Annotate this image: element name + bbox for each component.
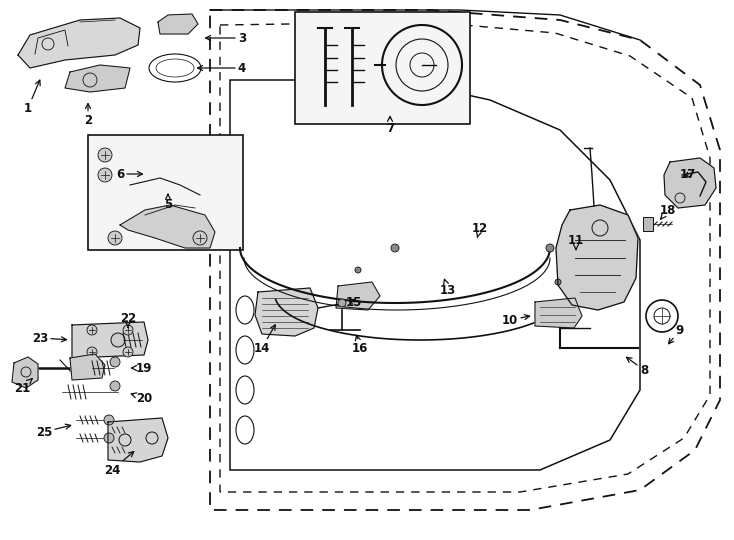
Circle shape xyxy=(546,244,554,252)
Text: 11: 11 xyxy=(568,233,584,249)
Text: 19: 19 xyxy=(131,361,152,375)
Circle shape xyxy=(87,325,97,335)
Bar xyxy=(88,135,243,250)
Polygon shape xyxy=(72,322,148,358)
Polygon shape xyxy=(664,158,716,208)
Text: 7: 7 xyxy=(386,117,394,134)
Text: 22: 22 xyxy=(120,312,136,327)
Text: 2: 2 xyxy=(84,104,92,126)
Polygon shape xyxy=(535,298,582,328)
Circle shape xyxy=(111,333,125,347)
Polygon shape xyxy=(120,205,215,248)
Circle shape xyxy=(338,299,346,307)
Circle shape xyxy=(110,381,120,391)
Circle shape xyxy=(110,357,120,367)
Text: 17: 17 xyxy=(680,168,696,181)
Text: 16: 16 xyxy=(352,335,368,354)
Text: 8: 8 xyxy=(627,357,648,376)
Text: 20: 20 xyxy=(131,392,152,404)
Circle shape xyxy=(555,279,561,285)
Text: 9: 9 xyxy=(669,323,684,344)
Circle shape xyxy=(98,148,112,162)
Polygon shape xyxy=(70,354,105,380)
Polygon shape xyxy=(12,357,38,388)
Polygon shape xyxy=(158,14,198,34)
Text: 13: 13 xyxy=(440,279,456,296)
Text: 15: 15 xyxy=(346,295,362,308)
Polygon shape xyxy=(18,18,140,68)
Text: 4: 4 xyxy=(197,62,246,75)
Circle shape xyxy=(355,267,361,273)
Text: 25: 25 xyxy=(36,424,70,438)
Text: 21: 21 xyxy=(14,379,32,395)
Circle shape xyxy=(98,168,112,182)
Polygon shape xyxy=(108,418,168,462)
Text: 24: 24 xyxy=(103,451,134,476)
Circle shape xyxy=(123,347,133,357)
Text: 1: 1 xyxy=(24,80,40,114)
Text: 5: 5 xyxy=(164,194,172,211)
Bar xyxy=(643,217,653,231)
Text: 10: 10 xyxy=(502,314,529,327)
Polygon shape xyxy=(255,288,318,336)
Circle shape xyxy=(123,325,133,335)
Circle shape xyxy=(87,347,97,357)
Polygon shape xyxy=(65,65,130,92)
Circle shape xyxy=(104,433,114,443)
Text: 6: 6 xyxy=(116,167,142,180)
Circle shape xyxy=(193,231,207,245)
Text: 14: 14 xyxy=(254,325,275,354)
Circle shape xyxy=(391,244,399,252)
Text: 3: 3 xyxy=(206,31,246,44)
Polygon shape xyxy=(336,282,380,310)
Text: 18: 18 xyxy=(660,204,676,219)
Circle shape xyxy=(104,415,114,425)
Bar xyxy=(295,12,470,124)
Text: 12: 12 xyxy=(472,221,488,238)
Polygon shape xyxy=(556,205,638,310)
Text: 23: 23 xyxy=(32,332,67,345)
Circle shape xyxy=(108,231,122,245)
